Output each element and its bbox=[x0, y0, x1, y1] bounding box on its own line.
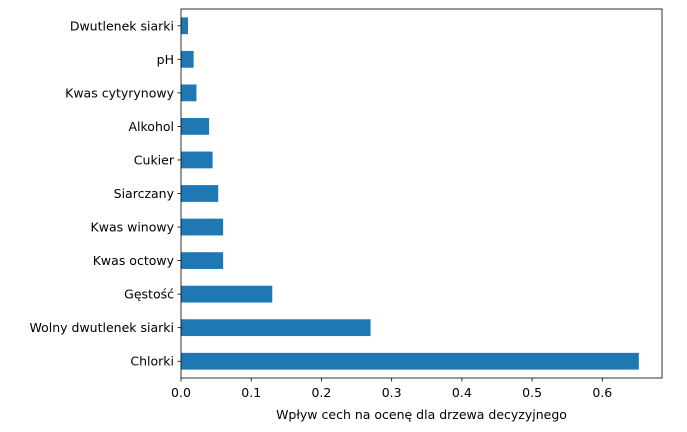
bar-1 bbox=[181, 319, 371, 337]
x-tick-label: 0.3 bbox=[382, 385, 402, 400]
x-tick-label: 0.5 bbox=[522, 385, 542, 400]
y-tick-label: Dwutlenek siarki bbox=[70, 18, 174, 33]
bar-2 bbox=[181, 285, 273, 303]
y-tick-label: Siarczany bbox=[114, 186, 175, 201]
x-tick-label: 0.2 bbox=[311, 385, 331, 400]
y-tick-label: Cukier bbox=[134, 152, 175, 167]
y-tick-label: Kwas cytyrynowy bbox=[65, 85, 174, 100]
x-tick-label: 0.4 bbox=[452, 385, 472, 400]
plot-frame bbox=[180, 8, 663, 379]
bar-8 bbox=[181, 84, 197, 102]
x-tick-label: 0.1 bbox=[241, 385, 261, 400]
x-axis-ticks: 0.0 0.1 0.2 0.3 0.4 0.5 0.6 bbox=[171, 378, 612, 400]
y-tick-label: Chlorki bbox=[130, 354, 174, 369]
bars-group bbox=[181, 17, 639, 370]
x-axis-label: Wpływ cech na ocenę dla drzewa decyzyjne… bbox=[276, 407, 567, 422]
bar-6 bbox=[181, 151, 213, 169]
bar-10 bbox=[181, 17, 189, 35]
bar-0 bbox=[181, 352, 639, 370]
bar-9 bbox=[181, 50, 194, 68]
y-tick-label: Kwas winowy bbox=[91, 220, 175, 235]
x-tick-label: 0.0 bbox=[171, 385, 191, 400]
x-tick-label: 0.6 bbox=[592, 385, 612, 400]
y-tick-label: Wolny dwutlenek siarki bbox=[29, 320, 174, 335]
bar-3 bbox=[181, 252, 224, 269]
bar-4 bbox=[181, 218, 224, 236]
y-axis-ticks: Chlorki Wolny dwutlenek siarki Gęstość Kwas… bbox=[29, 18, 181, 369]
y-tick-label: pH bbox=[157, 52, 174, 67]
y-tick-label: Kwas octowy bbox=[93, 253, 175, 268]
bar-7 bbox=[181, 118, 210, 135]
y-tick-label: Alkohol bbox=[128, 119, 174, 134]
y-tick-label: Gęstość bbox=[124, 287, 174, 302]
bar-5 bbox=[181, 185, 219, 202]
